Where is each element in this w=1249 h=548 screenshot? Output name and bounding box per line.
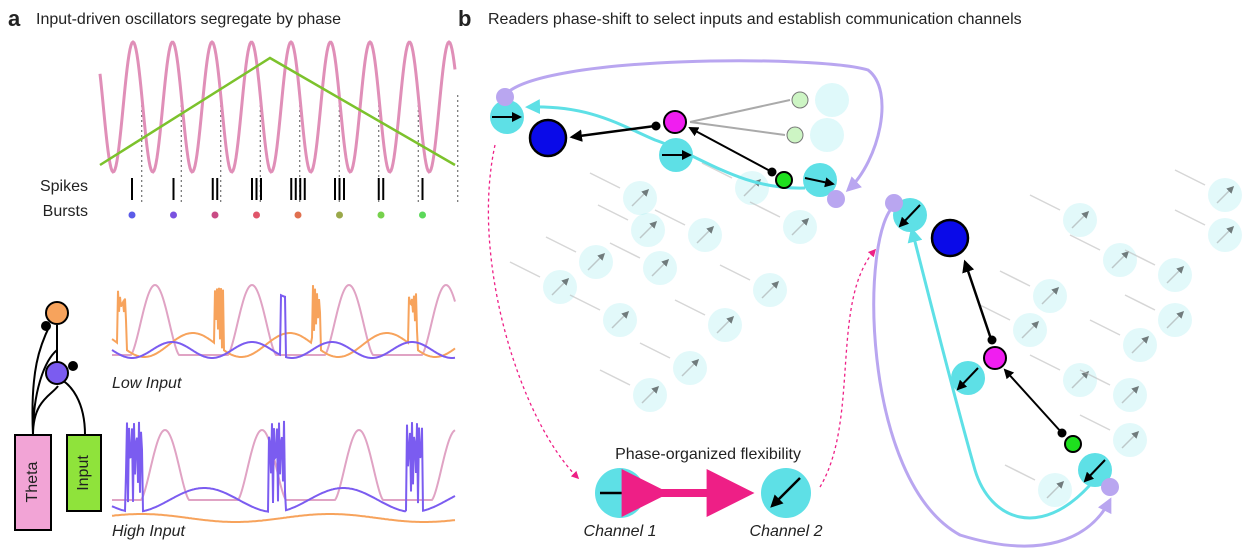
- burst-dot: [170, 212, 177, 219]
- link: [1005, 370, 1062, 433]
- faded-link: [1080, 415, 1110, 430]
- box-label: Input: [75, 455, 92, 491]
- box-label: Theta: [24, 461, 41, 502]
- osc-node: [827, 190, 845, 208]
- faded-link: [750, 202, 780, 217]
- faded-neuron: [815, 83, 849, 117]
- burst-dot: [212, 212, 219, 219]
- hub: [932, 220, 968, 256]
- figure: a Input-driven oscillators segregate by …: [0, 0, 1249, 548]
- cyan-path: [912, 230, 1090, 518]
- channel-label: Channel 1: [584, 523, 657, 540]
- relay: [984, 347, 1006, 369]
- row-label: Bursts: [43, 203, 88, 220]
- faded-link: [1000, 271, 1030, 286]
- faded-link: [675, 300, 705, 315]
- panel-label: b: [458, 6, 471, 31]
- gray-link: [690, 100, 790, 122]
- input-node: [787, 127, 803, 143]
- synapse: [652, 122, 661, 131]
- channel-label: Channel 2: [750, 523, 823, 540]
- gray-link: [690, 122, 785, 135]
- faded-link: [1090, 320, 1120, 335]
- faded-link: [1030, 195, 1060, 210]
- relay: [664, 111, 686, 133]
- faded-link: [510, 262, 540, 277]
- faded-link: [720, 265, 750, 280]
- network: [490, 61, 1242, 546]
- hub: [530, 120, 566, 156]
- faded-link: [640, 343, 670, 358]
- burst-dot: [336, 212, 343, 219]
- trace-label: Low Input: [112, 375, 182, 392]
- faded-link: [1125, 295, 1155, 310]
- input-node: [792, 92, 808, 108]
- faded-link: [702, 163, 732, 178]
- panel-title: Readers phase-shift to select inputs and…: [488, 11, 1022, 28]
- faded-link: [1030, 355, 1060, 370]
- osc-node: [1101, 478, 1119, 496]
- voltage-traces: [112, 285, 455, 522]
- input-node: [776, 172, 792, 188]
- faded-neuron: [810, 118, 844, 152]
- faded-link: [1175, 170, 1205, 185]
- faded-link: [546, 237, 576, 252]
- panel-title: Input-driven oscillators segregate by ph…: [36, 11, 341, 28]
- synapse: [988, 336, 997, 345]
- burst-dot: [419, 212, 426, 219]
- faded-link: [1175, 210, 1205, 225]
- purple-trace: [112, 421, 455, 512]
- osc-node: [496, 88, 514, 106]
- orange-trace: [112, 514, 455, 522]
- row-label: Spikes: [40, 178, 88, 195]
- faded-link: [1070, 235, 1100, 250]
- faded-link: [1005, 465, 1035, 480]
- faded-link: [570, 295, 600, 310]
- trace-label: High Input: [112, 523, 185, 540]
- caption: Phase-organized flexibility: [615, 446, 801, 463]
- faded-link: [598, 205, 628, 220]
- oscillation-plot: [100, 42, 458, 219]
- synapse: [1058, 429, 1067, 438]
- faded-link: [610, 243, 640, 258]
- panel-label: a: [8, 6, 21, 31]
- osc-node: [885, 194, 903, 212]
- burst-dot: [378, 212, 385, 219]
- faded-link: [590, 173, 620, 188]
- burst-dot: [295, 212, 302, 219]
- burst-dot: [253, 212, 260, 219]
- synapse: [768, 168, 777, 177]
- link: [690, 128, 772, 172]
- faded-link: [600, 370, 630, 385]
- burst-dot: [129, 212, 136, 219]
- link: [965, 262, 992, 342]
- input-node: [1065, 436, 1081, 452]
